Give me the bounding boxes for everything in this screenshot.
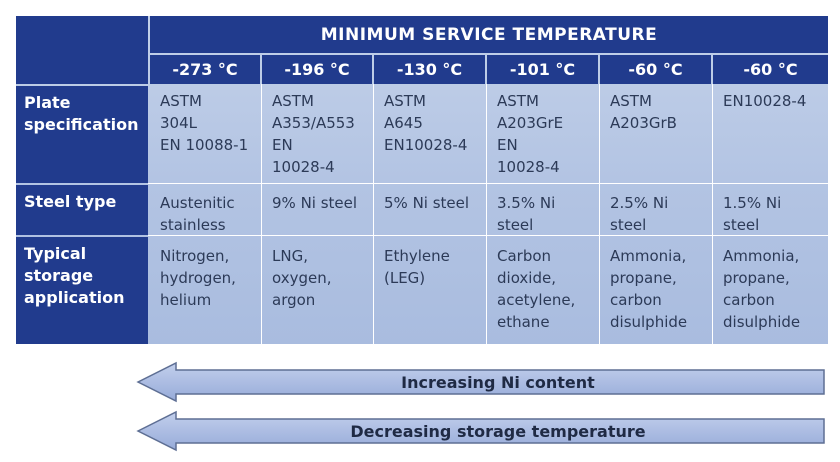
steel-type-cell: 2.5% Ni steel bbox=[610, 194, 669, 234]
temp-header: -60 °C bbox=[600, 55, 711, 84]
plate-spec-cell: EN10028-4 bbox=[723, 92, 807, 110]
row-divider bbox=[148, 235, 828, 236]
temp-header: -273 °C bbox=[150, 55, 260, 84]
storage-application-cell: Ammonia, propane, carbon disulphide bbox=[723, 247, 801, 331]
plate-spec-cell: ASTM 304L EN 10088-1 bbox=[160, 92, 249, 154]
plate-spec-cell: ASTM A203GrB bbox=[610, 92, 677, 132]
temp-header: -101 °C bbox=[487, 55, 598, 84]
left-arrow-icon bbox=[136, 361, 825, 403]
temperature-table: MINIMUM SERVICE TEMPERATURE -273 °C -196… bbox=[16, 16, 828, 344]
ni-content-label: Increasing Ni content bbox=[401, 372, 595, 392]
table-corner bbox=[16, 16, 148, 84]
steel-type-cell: Austenitic stainless bbox=[160, 194, 235, 234]
storage-application-cell: Carbon dioxide, acetylene, ethane bbox=[497, 247, 576, 331]
storage-application-cell: Nitrogen, hydrogen, helium bbox=[160, 247, 236, 309]
storage-application-cell: Ammonia, propane, carbon disulphide bbox=[610, 247, 688, 331]
column-divider bbox=[712, 84, 713, 344]
column-divider bbox=[373, 84, 374, 344]
steel-type-cell: 1.5% Ni steel bbox=[723, 194, 782, 234]
table-title: MINIMUM SERVICE TEMPERATURE bbox=[150, 16, 828, 53]
plate-spec-cell: ASTM A353/A553 EN 10028-4 bbox=[272, 92, 355, 176]
row-header-steel-type: Steel type bbox=[16, 185, 148, 235]
column-divider bbox=[599, 84, 600, 344]
steel-type-cell: 3.5% Ni steel bbox=[497, 194, 556, 234]
row-header-typical-storage: Typical storage application bbox=[16, 237, 148, 344]
row-header-plate-specification: Plate specification bbox=[16, 86, 148, 183]
steel-type-cell: 5% Ni steel bbox=[384, 194, 470, 212]
storage-temperature-label: Decreasing storage temperature bbox=[350, 421, 646, 441]
column-divider bbox=[486, 84, 487, 344]
temp-header: -196 °C bbox=[262, 55, 372, 84]
plate-spec-cell: ASTM A645 EN10028-4 bbox=[384, 92, 468, 154]
storage-temperature-arrow: Decreasing storage temperature bbox=[136, 410, 828, 452]
temp-header: -60 °C bbox=[713, 55, 828, 84]
storage-application-cell: LNG, oxygen, argon bbox=[272, 247, 332, 309]
row-divider bbox=[148, 183, 828, 184]
temp-header: -130 °C bbox=[374, 55, 485, 84]
steel-type-cell: 9% Ni steel bbox=[272, 194, 358, 212]
left-arrow-icon bbox=[136, 410, 825, 452]
storage-application-cell: Ethylene (LEG) bbox=[384, 247, 450, 287]
column-divider bbox=[261, 84, 262, 344]
plate-spec-cell: ASTM A203GrE EN 10028-4 bbox=[497, 92, 564, 176]
ni-content-arrow: Increasing Ni content bbox=[136, 361, 828, 403]
